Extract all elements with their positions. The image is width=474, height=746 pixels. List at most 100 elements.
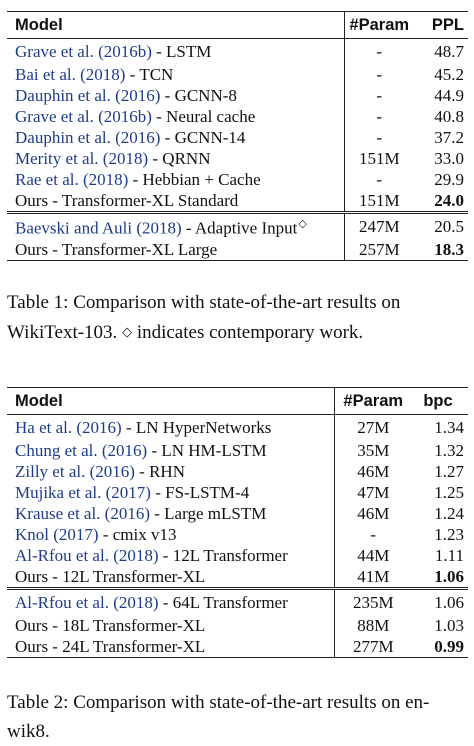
citation-link[interactable]: Al-Rfou et al. (2018) — [15, 546, 159, 565]
model-description: Ours - Transformer-XL Large — [15, 240, 218, 259]
caption-text: indicates contemporary work. — [132, 322, 364, 343]
model-cell: Krause et al. (2016) - Large mLSTM — [7, 503, 334, 524]
model-cell: Ours - 18L Transformer-XL — [7, 615, 334, 636]
caption-text: Table 1: Comparison with state-of-the-ar… — [7, 292, 401, 343]
contemporary-mark-icon: ◇ — [298, 218, 307, 231]
model-cell: Al-Rfou et al. (2018) - 64L Transformer — [7, 587, 334, 615]
citation-link[interactable]: Merity et al. (2018) — [15, 149, 149, 168]
metric-cell: 45.2 — [434, 65, 464, 84]
citation-link[interactable]: Bai et al. (2018) — [15, 65, 126, 84]
column-header-model: Model — [15, 15, 63, 34]
model-description: Ours - 12L Transformer-XL — [15, 567, 206, 586]
table-1-group-1: Grave et al. (2016b) - LSTM -48.7 Bai et a… — [7, 38, 468, 213]
column-header-param: #Param — [343, 11, 414, 39]
table-row: Ours - 24L Transformer-XL 277M 0.99 — [7, 636, 468, 658]
table-2-caption: Table 2: Comparison with state-of-the-ar… — [7, 692, 430, 742]
model-description: - Hebbian + Cache — [128, 170, 261, 189]
column-header-param: #Param — [333, 387, 412, 415]
model-description: - TCN — [125, 65, 174, 84]
param-cell: 41M — [333, 566, 412, 589]
metric-cell: 0.99 — [434, 637, 464, 656]
param-cell: 44M — [333, 545, 412, 566]
table-row: Al-Rfou et al. (2018) - 64L Transformer 2… — [7, 587, 468, 615]
metric-cell: 1.34 — [434, 418, 464, 437]
param-cell: 27M — [333, 414, 412, 440]
table-row: Ours - Transformer-XL Large 257M 18.3 — [7, 239, 468, 261]
table-1: Model #Param PPL Grave et al. (2016b) - … — [7, 11, 468, 261]
citation-link[interactable]: Dauphin et al. (2016) — [15, 128, 161, 147]
column-header-bpc: bpc — [423, 391, 453, 410]
model-cell: Baevski and Auli (2018) - Adaptive Input… — [7, 211, 344, 239]
model-cell: Dauphin et al. (2016) - GCNN-8 — [7, 85, 344, 106]
param-cell: 46M — [333, 461, 412, 482]
metric-cell: 1.06 — [412, 587, 468, 615]
model-description: - FS-LSTM-4 — [150, 483, 250, 502]
param-cell: - — [343, 38, 414, 64]
table-row: Dauphin et al. (2016) - GCNN-14-37.2 — [7, 127, 468, 148]
table-row: Knol (2017) - cmix v13-1.23 — [7, 524, 468, 545]
table-row: Ours - 18L Transformer-XL 88M 1.03 — [7, 615, 468, 636]
citation-link[interactable]: Ha et al. (2016) — [15, 418, 122, 437]
table-row: Mujika et al. (2017) - FS-LSTM-4 47M 1.25 — [7, 482, 468, 503]
citation-link[interactable]: Chung et al. (2016) — [15, 441, 148, 460]
citation-link[interactable]: Knol (2017) — [15, 525, 99, 544]
citation-link[interactable]: Mujika et al. (2017) — [15, 483, 151, 502]
table-row: Ours - 12L Transformer-XL 41M 1.06 — [7, 566, 468, 589]
param-cell: 247M — [343, 211, 414, 239]
model-cell: Zilly et al. (2016) - RHN — [7, 461, 334, 482]
metric-cell: 40.8 — [434, 107, 464, 126]
citation-link[interactable]: Zilly et al. (2016) — [15, 462, 135, 481]
table-2-header: Model #Param bpc — [7, 387, 468, 415]
model-description: Ours - 18L Transformer-XL — [15, 616, 206, 635]
metric-cell: 44.9 — [434, 86, 464, 105]
model-description: - LN HyperNetworks — [121, 418, 272, 437]
table-row: Zilly et al. (2016) - RHN 46M 1.27 — [7, 461, 468, 482]
table-2-group-2: Al-Rfou et al. (2018) - 64L Transformer 2… — [7, 587, 468, 658]
model-description: - QRNN — [148, 149, 211, 168]
table-1-group-2: Baevski and Auli (2018) - Adaptive Input… — [7, 211, 468, 261]
table-row: Grave et al. (2016b) - LSTM -48.7 — [7, 38, 468, 65]
model-description: - Neural cache — [151, 107, 256, 126]
model-description: Ours - Transformer-XL Standard — [15, 191, 239, 210]
table-row: Rae et al. (2018) - Hebbian + Cache -29.9 — [7, 169, 468, 190]
model-description: - cmix v13 — [98, 525, 177, 544]
citation-link[interactable]: Grave et al. (2016b) — [15, 107, 152, 126]
citation-link[interactable]: Grave et al. (2016b) — [15, 42, 152, 61]
model-description: - Large mLSTM — [150, 504, 267, 523]
param-cell: 151M — [343, 190, 414, 213]
table-row: Al-Rfou et al. (2018) - 12L Transformer 4… — [7, 545, 468, 566]
citation-link[interactable]: Baevski and Auli (2018) — [15, 218, 182, 238]
param-cell: - — [343, 127, 414, 148]
metric-cell: 1.24 — [434, 504, 464, 523]
model-cell: Ours - 12L Transformer-XL — [7, 566, 334, 589]
citation-link[interactable]: Dauphin et al. (2016) — [15, 86, 161, 105]
citation-link[interactable]: Rae et al. (2018) — [15, 170, 129, 189]
metric-cell: 1.25 — [434, 483, 464, 502]
citation-link[interactable]: Krause et al. (2016) — [15, 504, 151, 523]
param-cell: 47M — [333, 482, 412, 503]
table-row: Krause et al. (2016) - Large mLSTM 46M 1.2… — [7, 503, 468, 524]
model-cell: Grave et al. (2016b) - LSTM — [7, 39, 344, 65]
model-cell: Ours - Transformer-XL Large — [7, 239, 344, 261]
table-row: Merity et al. (2018) - QRNN 151M 33.0 — [7, 148, 468, 169]
model-cell: Mujika et al. (2017) - FS-LSTM-4 — [7, 482, 334, 503]
metric-cell: 1.03 — [434, 616, 464, 635]
model-description: - GCNN-14 — [160, 128, 246, 147]
param-cell: - — [343, 106, 414, 127]
metric-cell: 20.5 — [414, 211, 468, 239]
metric-cell: 1.11 — [434, 546, 464, 565]
param-cell: 88M — [333, 615, 412, 636]
table-row: Baevski and Auli (2018) - Adaptive Input… — [7, 211, 468, 239]
citation-link[interactable]: Al-Rfou et al. (2018) — [15, 593, 159, 612]
table-2: Model #Param bpc Ha et al. (2016) - LN H… — [7, 387, 468, 658]
model-cell: Chung et al. (2016) - LN HM-LSTM — [7, 440, 334, 461]
model-description: - LN HM-LSTM — [147, 441, 267, 460]
param-cell: - — [333, 524, 412, 545]
table-row: Chung et al. (2016) - LN HM-LSTM 35M 1.32 — [7, 440, 468, 461]
table-1-caption: Table 1: Comparison with state-of-the-ar… — [7, 288, 469, 347]
model-cell: Ha et al. (2016) - LN HyperNetworks — [7, 415, 334, 441]
column-header-ppl: PPL — [431, 15, 464, 34]
table-1-header: Model #Param PPL — [7, 11, 468, 39]
param-cell: 257M — [343, 239, 414, 261]
contemporary-mark-icon: ◇ — [122, 324, 133, 339]
